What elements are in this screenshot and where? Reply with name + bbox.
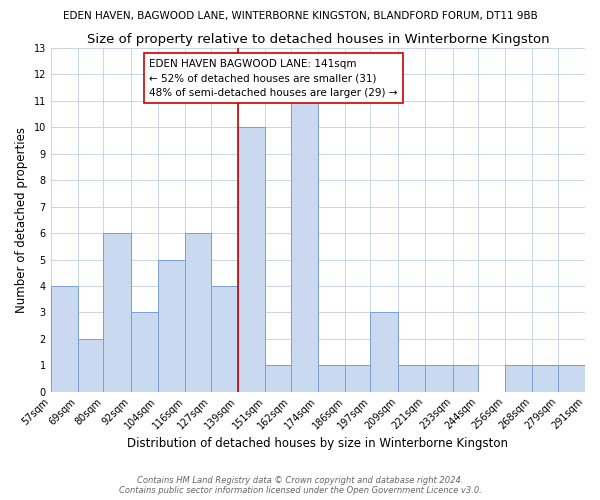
Text: Contains HM Land Registry data © Crown copyright and database right 2024.
Contai: Contains HM Land Registry data © Crown c… [119,476,481,495]
Bar [238,128,265,392]
Bar [557,365,585,392]
Bar [158,260,185,392]
Bar [425,365,452,392]
Bar [398,365,425,392]
Bar [131,312,158,392]
Bar [370,312,398,392]
Bar [51,286,78,392]
Bar [185,233,211,392]
Bar [318,365,345,392]
X-axis label: Distribution of detached houses by size in Winterborne Kingston: Distribution of detached houses by size … [127,437,508,450]
Text: EDEN HAVEN BAGWOOD LANE: 141sqm
← 52% of detached houses are smaller (31)
48% of: EDEN HAVEN BAGWOOD LANE: 141sqm ← 52% of… [149,58,397,98]
Bar [505,365,532,392]
Bar [452,365,478,392]
Title: Size of property relative to detached houses in Winterborne Kingston: Size of property relative to detached ho… [86,32,549,46]
Y-axis label: Number of detached properties: Number of detached properties [15,127,28,313]
Bar [211,286,238,392]
Bar [78,339,103,392]
Bar [345,365,370,392]
Text: EDEN HAVEN, BAGWOOD LANE, WINTERBORNE KINGSTON, BLANDFORD FORUM, DT11 9BB: EDEN HAVEN, BAGWOOD LANE, WINTERBORNE KI… [62,11,538,21]
Bar [532,365,557,392]
Bar [265,365,290,392]
Bar [103,233,131,392]
Bar [290,101,318,392]
